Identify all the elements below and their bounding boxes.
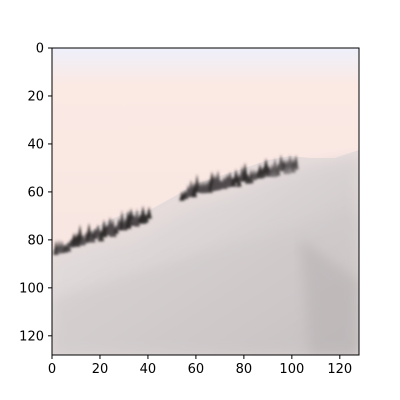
y-tick-label: 100	[19, 281, 44, 296]
fog-layer-lower	[52, 210, 359, 355]
tree-silhouette	[293, 155, 299, 170]
tree-silhouette	[229, 176, 237, 187]
tree-silhouette	[287, 154, 293, 170]
tree-silhouette	[119, 210, 125, 230]
fog-shadow-right	[300, 240, 359, 355]
tree-silhouette	[241, 162, 249, 182]
tree-silhouette	[143, 213, 149, 223]
x-tick-label: 100	[279, 362, 304, 377]
y-tick-label: 0	[36, 42, 44, 57]
x-tick-label: 40	[140, 362, 157, 377]
tree-silhouette	[88, 229, 96, 243]
tree-silhouette	[236, 172, 242, 188]
tree-silhouette	[191, 181, 197, 198]
grain-overlay	[52, 48, 359, 355]
y-tick-label: 120	[19, 329, 44, 344]
y-axis: 0 20 40 60 80 100 120	[19, 42, 52, 344]
x-tick-label: 120	[327, 362, 352, 377]
tree-silhouette	[223, 174, 231, 188]
tree-silhouette	[146, 206, 152, 219]
photo-image	[52, 48, 359, 355]
tree-silhouette	[94, 224, 102, 238]
axes-frame	[51, 47, 360, 356]
tree-silhouette	[226, 171, 234, 184]
tree-silhouette	[283, 158, 291, 175]
tree-silhouette	[97, 229, 105, 242]
x-axis: 0 20 40 60 80 100 120	[48, 355, 352, 377]
x-tick-label: 20	[92, 362, 109, 377]
tree-silhouette	[194, 174, 200, 193]
x-tick-label: 80	[236, 362, 253, 377]
y-tick-label: 20	[27, 89, 44, 104]
y-tick-label: 60	[27, 185, 44, 200]
y-tick-label: 80	[27, 233, 44, 248]
y-tick-label: 40	[27, 137, 44, 152]
tree-silhouette	[233, 168, 239, 184]
tree-clusters	[53, 154, 299, 255]
tree-silhouette	[76, 224, 84, 245]
x-tick-label: 60	[188, 362, 205, 377]
x-tick-label: 0	[48, 362, 56, 377]
